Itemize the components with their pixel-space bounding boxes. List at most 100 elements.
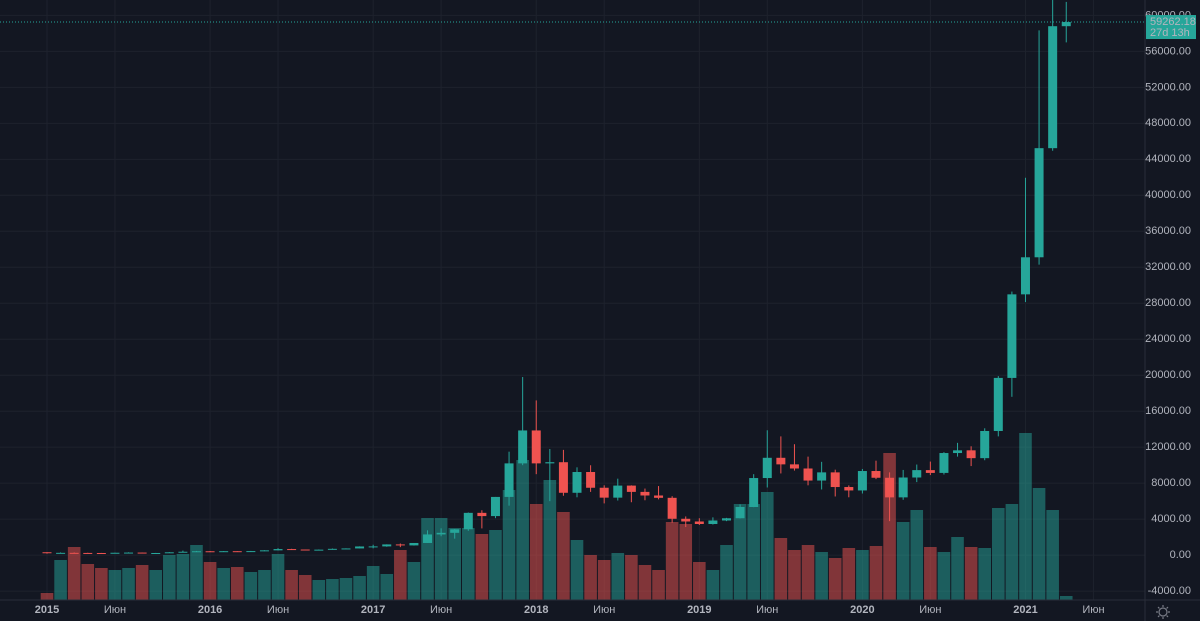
y-tick-label: 16000.00 — [1145, 405, 1191, 417]
candle-body — [219, 551, 229, 553]
gear[interactable] — [1158, 607, 1168, 617]
volume-bar — [706, 570, 720, 600]
y-tick-label: 44000.00 — [1145, 153, 1191, 165]
candle-body — [69, 552, 79, 554]
candle-body — [327, 548, 337, 550]
volume-bar — [434, 518, 448, 600]
volume-bar — [54, 560, 67, 600]
volume-bar — [625, 555, 638, 600]
grid — [0, 0, 1145, 600]
volume-bar — [312, 580, 326, 600]
candle-body — [817, 472, 827, 481]
volume-bar — [339, 578, 353, 600]
volume-bar — [543, 480, 557, 600]
y-tick-label: 52000.00 — [1145, 81, 1191, 93]
gear-teeth[interactable] — [1156, 605, 1170, 619]
candle-body — [844, 487, 854, 491]
y-tick-label: 24000.00 — [1145, 333, 1191, 345]
price-pane — [0, 0, 1145, 555]
candle-body — [96, 553, 106, 555]
candle-body — [56, 552, 66, 554]
candle-body — [871, 471, 881, 478]
candle-body — [694, 521, 704, 525]
volume-bar — [244, 572, 258, 600]
candle-body — [436, 532, 446, 535]
y-tick-label: 36000.00 — [1145, 225, 1191, 237]
candle-body — [314, 549, 324, 551]
x-tick-label: 2017 — [361, 604, 385, 616]
volume-pane — [40, 433, 1073, 600]
volume-bar — [502, 490, 516, 600]
candle-body — [599, 487, 609, 498]
candle-body — [613, 485, 623, 498]
volume-bar — [326, 579, 339, 600]
volume-bar — [774, 538, 788, 600]
candle-body — [980, 430, 990, 459]
volume-bar — [856, 550, 869, 600]
volume-bar — [366, 566, 380, 600]
volume-bar — [203, 562, 217, 600]
candle-body — [259, 550, 269, 552]
volume-bar — [285, 570, 298, 600]
candle-body — [803, 468, 813, 481]
volume-bar — [271, 554, 285, 600]
candle-body — [749, 478, 759, 508]
candle-body — [151, 553, 161, 555]
candle-body — [558, 462, 568, 493]
y-tick-label: 4000.00 — [1151, 513, 1191, 525]
candle-body — [586, 472, 596, 488]
volume-bar — [693, 562, 706, 600]
volume-bar — [108, 570, 122, 600]
volume-bar — [788, 550, 801, 600]
volume-bar — [815, 552, 828, 600]
volume-bar — [896, 522, 910, 600]
volume-bar — [380, 574, 394, 600]
candle-body — [667, 497, 677, 519]
candle-body — [735, 507, 745, 519]
candle-body — [191, 551, 201, 553]
x-tick-label: 2021 — [1013, 604, 1037, 616]
candle-body — [789, 464, 799, 469]
volume-bar — [964, 547, 978, 600]
last-price-label: 59262.18 — [1150, 16, 1196, 28]
candle-body — [205, 551, 215, 553]
volume-bar — [163, 555, 176, 600]
candle-body — [545, 462, 555, 464]
volume-bar — [924, 547, 937, 600]
x-tick-label: Июн — [756, 604, 778, 616]
volume-bar — [665, 522, 679, 600]
candle-body — [423, 534, 433, 543]
candle-body — [246, 551, 256, 553]
candle-body — [1020, 257, 1030, 295]
candle-body — [355, 546, 365, 549]
candle-body — [1034, 148, 1044, 258]
x-tick-label: Июн — [919, 604, 941, 616]
volume-bar — [992, 508, 1005, 600]
volume-bar — [747, 504, 760, 600]
settings-icon[interactable] — [1156, 605, 1170, 619]
candle-body — [722, 518, 731, 521]
volume-bar — [67, 547, 81, 600]
volume-bar — [95, 568, 108, 600]
candle-body — [382, 544, 392, 547]
candle-body — [110, 552, 120, 554]
volume-bar — [937, 552, 951, 600]
y-tick-label: 48000.00 — [1145, 117, 1191, 129]
volume-bar — [529, 504, 543, 600]
volume-bar — [584, 555, 597, 600]
volume-bar — [489, 530, 502, 600]
y-tick-label: 20000.00 — [1145, 369, 1191, 381]
x-tick-label: Июн — [430, 604, 452, 616]
volume-bar — [828, 558, 842, 600]
candle-body — [300, 549, 310, 551]
candle-body — [885, 477, 895, 498]
volume-bar — [461, 528, 475, 600]
volume-bar — [516, 460, 529, 600]
candle-body — [124, 552, 134, 554]
candle-body — [409, 542, 419, 546]
axes: -4000.00 0.00 4000.00 8000.00 12000.00 16000.… — [35, 9, 1196, 616]
volume-bar — [217, 568, 230, 600]
candle-body — [912, 470, 922, 478]
x-tick-label: Июн — [267, 604, 289, 616]
candle-body — [640, 491, 650, 496]
